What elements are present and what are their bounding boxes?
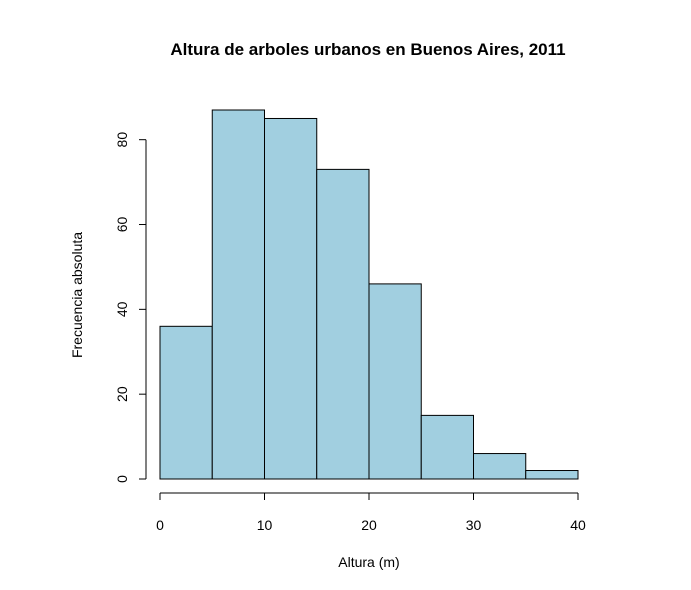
histogram-bar-25-30	[420, 414, 474, 480]
y-tick-label: 20	[114, 386, 130, 402]
x-tick-label: 0	[156, 517, 164, 533]
histogram-bar-15-20	[316, 168, 370, 480]
x-tick-label: 40	[570, 517, 586, 533]
bars-group	[159, 109, 579, 480]
x-tick-label: 30	[466, 517, 482, 533]
x-tick-label: 10	[257, 517, 273, 533]
histogram-bar-5-10	[211, 109, 265, 480]
x-tick-label: 20	[361, 517, 377, 533]
chart-title: Altura de arboles urbanos en Buenos Aire…	[170, 40, 565, 59]
y-tick-label: 60	[114, 217, 130, 233]
histogram-bar-10-15	[264, 117, 318, 480]
y-tick-label: 0	[114, 475, 130, 483]
x-axis: 0 10 20 30 40	[156, 492, 586, 533]
histogram-bar-20-25	[368, 283, 422, 480]
y-tick-label: 40	[114, 301, 130, 317]
histogram-bar-0-5	[159, 325, 213, 480]
y-axis-label: Frecuencia absoluta	[69, 232, 85, 358]
x-axis-label: Altura (m)	[338, 554, 399, 570]
y-axis: 0 20 40 60 80	[114, 132, 147, 483]
y-tick-label: 80	[114, 132, 130, 148]
histogram-bar-35-40	[525, 470, 579, 480]
histogram-bar-30-35	[473, 453, 527, 480]
